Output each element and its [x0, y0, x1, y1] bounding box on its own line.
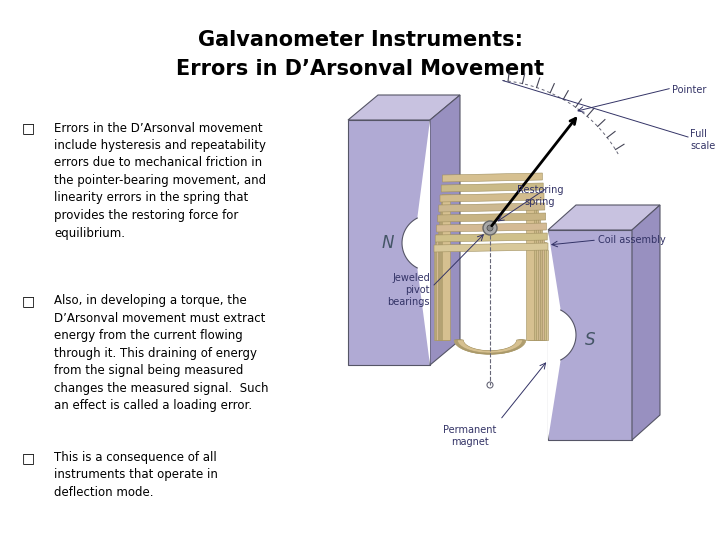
Text: □: □	[22, 451, 35, 465]
Polygon shape	[438, 213, 546, 222]
Text: Errors in the D’Arsonval movement
include hysteresis and repeatability
errors du: Errors in the D’Arsonval movement includ…	[54, 122, 266, 240]
Polygon shape	[442, 194, 451, 340]
Polygon shape	[632, 205, 660, 440]
Polygon shape	[440, 210, 448, 340]
Text: □: □	[22, 122, 35, 136]
Polygon shape	[530, 210, 538, 340]
Polygon shape	[434, 243, 548, 252]
Text: Permanent
magnet: Permanent magnet	[444, 425, 497, 448]
Circle shape	[487, 225, 493, 231]
Text: This is a consequence of all
instruments that operate in
deflection mode.: This is a consequence of all instruments…	[54, 451, 218, 499]
Text: S: S	[585, 331, 595, 349]
Polygon shape	[456, 340, 524, 354]
Polygon shape	[536, 234, 544, 340]
Polygon shape	[538, 242, 546, 340]
Text: Coil assembly: Coil assembly	[598, 235, 666, 245]
Polygon shape	[548, 230, 576, 440]
Polygon shape	[436, 223, 546, 232]
Polygon shape	[430, 95, 460, 365]
Polygon shape	[402, 120, 430, 365]
Text: N: N	[382, 234, 394, 252]
Polygon shape	[534, 226, 542, 340]
Polygon shape	[438, 203, 545, 212]
Polygon shape	[526, 194, 534, 340]
Circle shape	[483, 221, 497, 235]
Text: Galvanometer Instruments:: Galvanometer Instruments:	[197, 30, 523, 51]
Polygon shape	[441, 202, 449, 340]
Polygon shape	[435, 242, 444, 340]
Polygon shape	[348, 120, 430, 365]
Polygon shape	[457, 340, 523, 353]
Polygon shape	[457, 340, 523, 353]
Polygon shape	[435, 233, 547, 242]
Polygon shape	[548, 230, 632, 440]
Polygon shape	[528, 202, 536, 340]
Polygon shape	[455, 340, 525, 354]
Polygon shape	[434, 250, 442, 340]
Polygon shape	[548, 205, 660, 230]
Text: Restoring
spring: Restoring spring	[517, 185, 563, 207]
Polygon shape	[454, 340, 526, 354]
Polygon shape	[454, 340, 526, 354]
Polygon shape	[438, 218, 447, 340]
Text: Also, in developing a torque, the
D’Arsonval movement must extract
energy from t: Also, in developing a torque, the D’Arso…	[54, 294, 269, 413]
Polygon shape	[540, 250, 548, 340]
Text: □: □	[22, 294, 35, 308]
Polygon shape	[442, 173, 542, 182]
Text: Jeweled
pivot
bearings: Jeweled pivot bearings	[387, 273, 430, 307]
Polygon shape	[436, 234, 444, 340]
Text: Full
scale: Full scale	[690, 129, 715, 151]
Polygon shape	[456, 340, 523, 353]
Text: Pointer: Pointer	[672, 85, 706, 95]
Polygon shape	[438, 226, 446, 340]
Text: Errors in D’Arsonval Movement: Errors in D’Arsonval Movement	[176, 59, 544, 79]
Polygon shape	[440, 193, 544, 202]
Polygon shape	[348, 95, 460, 120]
Polygon shape	[532, 218, 540, 340]
Polygon shape	[456, 340, 524, 354]
Polygon shape	[441, 183, 543, 192]
